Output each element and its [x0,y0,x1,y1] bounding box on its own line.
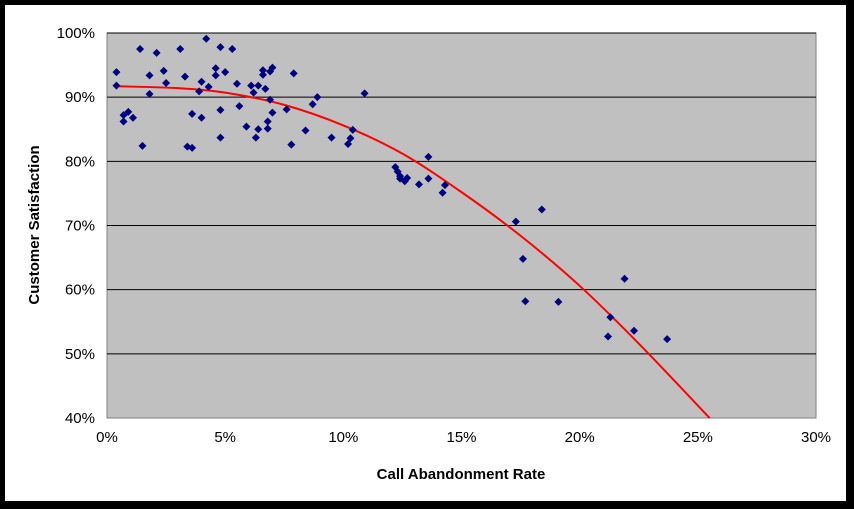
y-axis-tick-labels: 40% 50% 60% 70% 80% 90% 100% [57,25,95,427]
data-point [521,297,530,306]
data-point [176,45,185,54]
y-tick-label: 80% [65,153,95,170]
data-point [216,133,225,142]
data-point [438,188,447,197]
data-point [202,34,211,43]
data-point [145,71,154,80]
x-tick-label: 5% [214,429,236,446]
data-point [289,69,298,78]
data-point [537,205,546,214]
data-point [188,109,197,118]
data-point [301,126,310,135]
data-point [344,140,353,149]
x-tick-label: 25% [683,429,713,446]
data-point [228,45,237,54]
data-point [327,133,336,142]
y-tick-label: 70% [65,218,95,235]
data-point [630,326,639,335]
data-point [268,63,277,72]
data-point [211,64,220,73]
data-point [138,141,147,150]
data-point [424,152,433,161]
gridlines [107,32,816,355]
data-point [554,297,563,306]
data-point [145,89,154,98]
data-point [440,181,449,190]
x-tick-label: 30% [801,429,831,446]
data-point [197,77,206,86]
y-tick-label: 100% [57,25,95,42]
data-point [249,88,258,97]
y-axis-title: Customer Satisfaction [26,145,43,304]
data-point [261,84,270,93]
data-point [159,66,168,75]
y-tick-label: 90% [65,89,95,106]
data-point [242,122,251,131]
data-point [197,113,206,122]
data-point [403,174,412,183]
data-point [112,81,121,90]
data-point [247,81,256,90]
data-point [663,335,672,344]
data-point [348,125,357,134]
y-tick-label: 40% [65,410,95,427]
data-point [511,217,520,226]
data-point [211,71,220,80]
x-axis-tick-labels: 0% 5% 10% 15% 20% 25% 30% [96,429,831,446]
data-point [119,117,128,126]
data-point [313,93,322,102]
data-point [162,79,171,88]
x-tick-label: 10% [328,429,358,446]
data-point [258,70,267,79]
data-point [128,113,137,122]
data-point [254,125,263,134]
data-point [188,143,197,152]
data-point [251,133,260,142]
data-point [216,106,225,114]
data-point [620,274,629,283]
x-tick-label: 0% [96,429,118,446]
data-point [604,332,613,341]
data-points [112,34,672,344]
x-tick-label: 15% [446,429,476,446]
data-point [221,68,230,77]
data-point [424,174,433,183]
scatter-chart: 0% 5% 10% 15% 20% 25% 30% 40% 50% 60% 70% 80% 90% 10… [26,25,831,483]
data-point [136,45,145,54]
data-point [152,48,161,57]
data-point [112,68,121,77]
data-point [180,72,189,81]
data-point [287,140,296,149]
data-point [268,108,277,117]
x-axis-title: Call Abandonment Rate [377,466,546,483]
y-tick-label: 50% [65,346,95,363]
data-point [308,100,317,109]
chart-area: 0% 5% 10% 15% 20% 25% 30% 40% 50% 60% 70% 80% 90% 10… [5,5,846,501]
data-point [346,134,355,143]
data-point [254,81,263,90]
y-tick-label: 60% [65,282,95,299]
data-point [282,105,291,114]
data-point [232,79,241,88]
data-point [235,102,244,111]
data-point [216,43,225,52]
data-point [360,89,369,98]
data-point [204,82,213,91]
data-point [414,180,423,189]
data-point [195,87,204,96]
x-tick-label: 20% [565,429,595,446]
data-point [606,313,615,322]
data-point [263,124,272,133]
data-point [258,66,267,75]
data-point [124,107,133,116]
data-point [263,117,272,126]
data-point [518,254,527,263]
data-point [266,95,275,104]
